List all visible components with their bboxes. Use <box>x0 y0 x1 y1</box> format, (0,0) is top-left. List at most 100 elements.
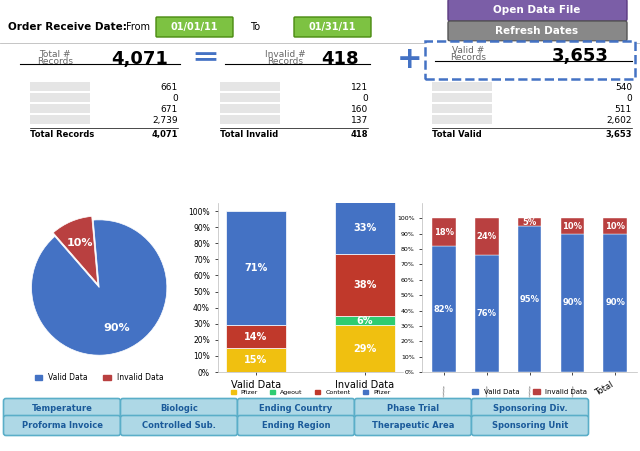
FancyBboxPatch shape <box>355 399 472 419</box>
Text: 160: 160 <box>351 105 368 114</box>
FancyBboxPatch shape <box>448 0 627 21</box>
Bar <box>432 246 456 372</box>
Text: Order Receive Date:: Order Receive Date: <box>8 22 127 32</box>
Text: From: From <box>126 22 150 32</box>
Text: Controlled Sub.: Controlled Sub. <box>142 421 216 430</box>
Text: 540: 540 <box>615 83 632 92</box>
Text: 90%: 90% <box>563 299 582 308</box>
Bar <box>30 115 90 124</box>
Text: 18%: 18% <box>434 228 454 237</box>
Text: Proforma Invoice: Proforma Invoice <box>22 421 102 430</box>
Text: Sponsoring Unit: Sponsoring Unit <box>492 421 568 430</box>
FancyBboxPatch shape <box>472 399 589 419</box>
Bar <box>220 93 280 102</box>
Text: Total Valid: Total Valid <box>432 130 482 139</box>
Text: 3,653: 3,653 <box>552 47 609 65</box>
Text: 10%: 10% <box>67 238 93 249</box>
Bar <box>226 211 286 325</box>
Text: Ending Country: Ending Country <box>259 404 333 413</box>
Bar <box>604 218 627 234</box>
FancyBboxPatch shape <box>472 415 589 436</box>
Text: 71%: 71% <box>244 263 268 273</box>
Text: 01/01/11: 01/01/11 <box>170 22 218 32</box>
Bar <box>561 218 584 234</box>
Bar <box>432 104 492 113</box>
Text: 0: 0 <box>172 94 178 103</box>
Text: Open Data File: Open Data File <box>493 5 580 15</box>
Text: Records: Records <box>450 53 486 62</box>
Text: ═: ═ <box>195 42 215 75</box>
Bar <box>432 115 492 124</box>
Text: 82%: 82% <box>434 304 454 313</box>
Text: Invalid #: Invalid # <box>265 50 305 59</box>
Bar <box>220 115 280 124</box>
Text: 6%: 6% <box>356 316 373 326</box>
Text: To: To <box>250 22 260 32</box>
Bar <box>425 41 635 79</box>
Bar <box>432 93 492 102</box>
Text: Biologic: Biologic <box>160 404 198 413</box>
Text: /: / <box>483 384 490 398</box>
Bar <box>475 255 499 372</box>
FancyBboxPatch shape <box>448 21 627 41</box>
Wedge shape <box>53 216 98 284</box>
Text: Total Records: Total Records <box>30 130 94 139</box>
Bar <box>220 82 280 91</box>
Text: 511: 511 <box>615 105 632 114</box>
Text: 671: 671 <box>161 105 178 114</box>
Text: 33%: 33% <box>353 223 376 233</box>
Bar <box>30 104 90 113</box>
Text: 5%: 5% <box>522 218 537 227</box>
FancyBboxPatch shape <box>3 415 120 436</box>
Bar <box>432 82 492 91</box>
Bar <box>335 254 395 316</box>
Legend: Valid Data, Invalid Data: Valid Data, Invalid Data <box>31 370 167 385</box>
Wedge shape <box>31 220 167 355</box>
Text: 15%: 15% <box>244 355 268 365</box>
Text: Total #: Total # <box>39 50 71 59</box>
Text: Total Invalid: Total Invalid <box>220 130 278 139</box>
Text: 4,071: 4,071 <box>111 50 168 68</box>
FancyBboxPatch shape <box>3 399 120 419</box>
Bar <box>518 226 541 372</box>
Text: /: / <box>569 384 576 398</box>
Bar <box>226 325 286 348</box>
Bar <box>30 93 90 102</box>
Text: 90%: 90% <box>103 323 130 333</box>
Bar <box>518 218 541 226</box>
Text: 10%: 10% <box>563 221 582 230</box>
Text: /: / <box>526 384 533 398</box>
FancyBboxPatch shape <box>355 415 472 436</box>
Text: 76%: 76% <box>477 309 497 318</box>
Text: 90%: 90% <box>605 299 625 308</box>
Text: 121: 121 <box>351 83 368 92</box>
Text: 2,602: 2,602 <box>607 116 632 125</box>
Legend: Valid Data, Invalid Data: Valid Data, Invalid Data <box>469 386 590 397</box>
Text: Therapeutic Area: Therapeutic Area <box>372 421 454 430</box>
FancyBboxPatch shape <box>120 415 237 436</box>
Bar <box>604 234 627 372</box>
Text: 137: 137 <box>351 116 368 125</box>
Text: Records: Records <box>37 57 73 66</box>
Text: 661: 661 <box>161 83 178 92</box>
Text: Valid #: Valid # <box>452 46 484 55</box>
Bar <box>226 348 286 372</box>
Text: Ending Region: Ending Region <box>262 421 330 430</box>
Text: 38%: 38% <box>353 280 376 290</box>
FancyBboxPatch shape <box>120 399 237 419</box>
FancyBboxPatch shape <box>237 415 355 436</box>
Bar <box>220 104 280 113</box>
Text: Refresh Dates: Refresh Dates <box>495 26 579 36</box>
Bar <box>30 82 90 91</box>
Text: 95%: 95% <box>520 295 540 304</box>
Text: Phase Trial: Phase Trial <box>387 404 439 413</box>
Text: 0: 0 <box>362 94 368 103</box>
Text: 29%: 29% <box>353 344 376 354</box>
Text: 10%: 10% <box>605 221 625 230</box>
FancyBboxPatch shape <box>156 17 233 37</box>
Text: 418: 418 <box>321 50 359 68</box>
Text: /: / <box>440 384 447 398</box>
Bar <box>335 316 395 325</box>
Text: 0: 0 <box>627 94 632 103</box>
Text: 24%: 24% <box>477 232 497 241</box>
